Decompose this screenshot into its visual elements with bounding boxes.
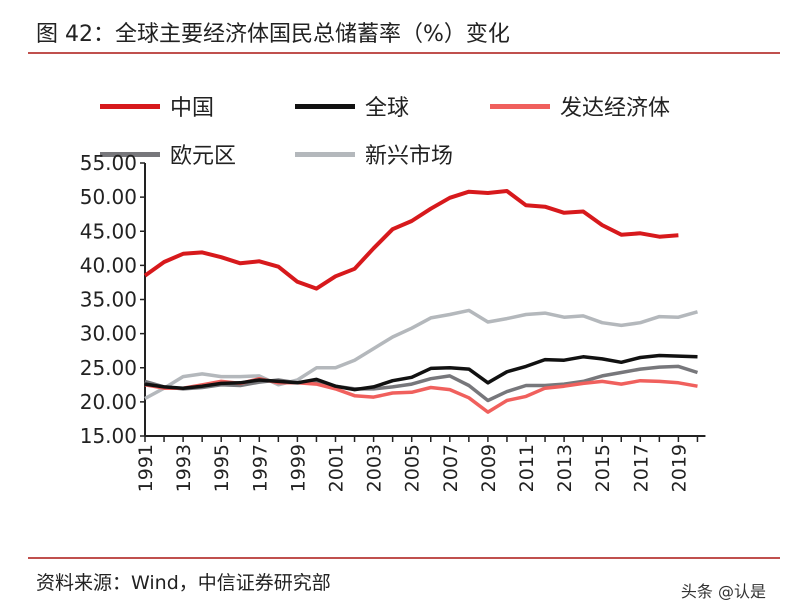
y-tick-label: 50.00 bbox=[80, 185, 137, 209]
x-tick-label: 2015 bbox=[592, 444, 614, 492]
legend-item-china: 中国 bbox=[100, 90, 214, 122]
legend-label: 欧元区 bbox=[170, 144, 237, 169]
legend-swatch bbox=[490, 103, 550, 109]
legend-item-developed: 发达经济体 bbox=[490, 90, 670, 122]
legend-item-world: 全球 bbox=[295, 90, 409, 122]
legend-label: 发达经济体 bbox=[560, 96, 671, 121]
source-note: 资料来源：Wind，中信证券研究部 bbox=[36, 572, 331, 594]
y-tick-label: 45.00 bbox=[80, 219, 137, 243]
legend-item-emerging: 新兴市场 bbox=[295, 138, 453, 170]
legend-swatch bbox=[295, 151, 355, 157]
watermark: 头条 @认是 bbox=[680, 582, 766, 601]
footer-divider bbox=[28, 557, 780, 559]
series-line-world bbox=[144, 353, 698, 392]
series-line-emerging bbox=[144, 308, 698, 401]
x-tick-label: 1991 bbox=[135, 444, 157, 492]
legend-swatch bbox=[100, 103, 160, 109]
series-line-china bbox=[143, 189, 679, 291]
y-tick-label: 15.00 bbox=[80, 424, 137, 448]
legend-swatch bbox=[100, 151, 160, 157]
legend-swatch bbox=[295, 103, 355, 109]
x-tick-label: 2019 bbox=[668, 444, 690, 492]
x-tick-label: 1993 bbox=[173, 444, 195, 492]
x-tick-label: 1997 bbox=[249, 444, 271, 492]
y-tick-label: 30.00 bbox=[80, 322, 137, 346]
legend-item-eurozone: 欧元区 bbox=[100, 138, 236, 170]
x-tick-label: 2011 bbox=[516, 444, 538, 492]
y-tick-label: 35.00 bbox=[80, 288, 137, 312]
title-divider bbox=[28, 52, 780, 54]
x-tick-label: 1995 bbox=[211, 444, 233, 492]
legend-label: 新兴市场 bbox=[365, 144, 454, 169]
y-tick-label: 20.00 bbox=[80, 390, 137, 414]
series-line-eurozone bbox=[144, 364, 699, 403]
y-tick-label: 55.00 bbox=[80, 151, 137, 175]
x-tick-label: 2003 bbox=[364, 444, 386, 492]
x-tick-label: 2017 bbox=[630, 444, 652, 492]
line-chart: 55.00 50.00 45.00 40.00 35.00 30.00 25.00 20.00… bbox=[80, 151, 706, 492]
x-tick-label: 2007 bbox=[440, 444, 462, 492]
x-tick-label: 2001 bbox=[326, 444, 348, 492]
x-tick-label: 2009 bbox=[478, 444, 500, 492]
y-tick-label: 25.00 bbox=[80, 356, 137, 380]
legend-label: 全球 bbox=[365, 96, 410, 121]
x-tick-label: 2005 bbox=[402, 444, 424, 492]
x-tick-label: 1999 bbox=[287, 444, 309, 492]
x-tick-label: 2013 bbox=[554, 444, 576, 492]
y-tick-label: 40.00 bbox=[80, 253, 137, 277]
figure-title: 图 42：全球主要经济体国民总储蓄率（%）变化 bbox=[36, 22, 510, 47]
legend-label: 中国 bbox=[170, 96, 215, 121]
